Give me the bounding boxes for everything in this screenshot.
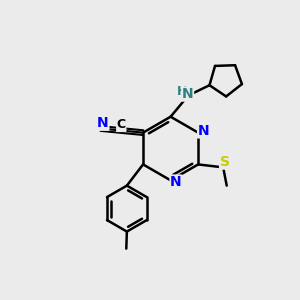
- Text: C: C: [117, 118, 126, 131]
- Text: N: N: [170, 175, 182, 189]
- Text: N: N: [97, 116, 109, 130]
- Text: N: N: [198, 124, 209, 138]
- Text: H: H: [177, 85, 187, 98]
- Text: N: N: [182, 87, 194, 101]
- Text: S: S: [220, 155, 230, 169]
